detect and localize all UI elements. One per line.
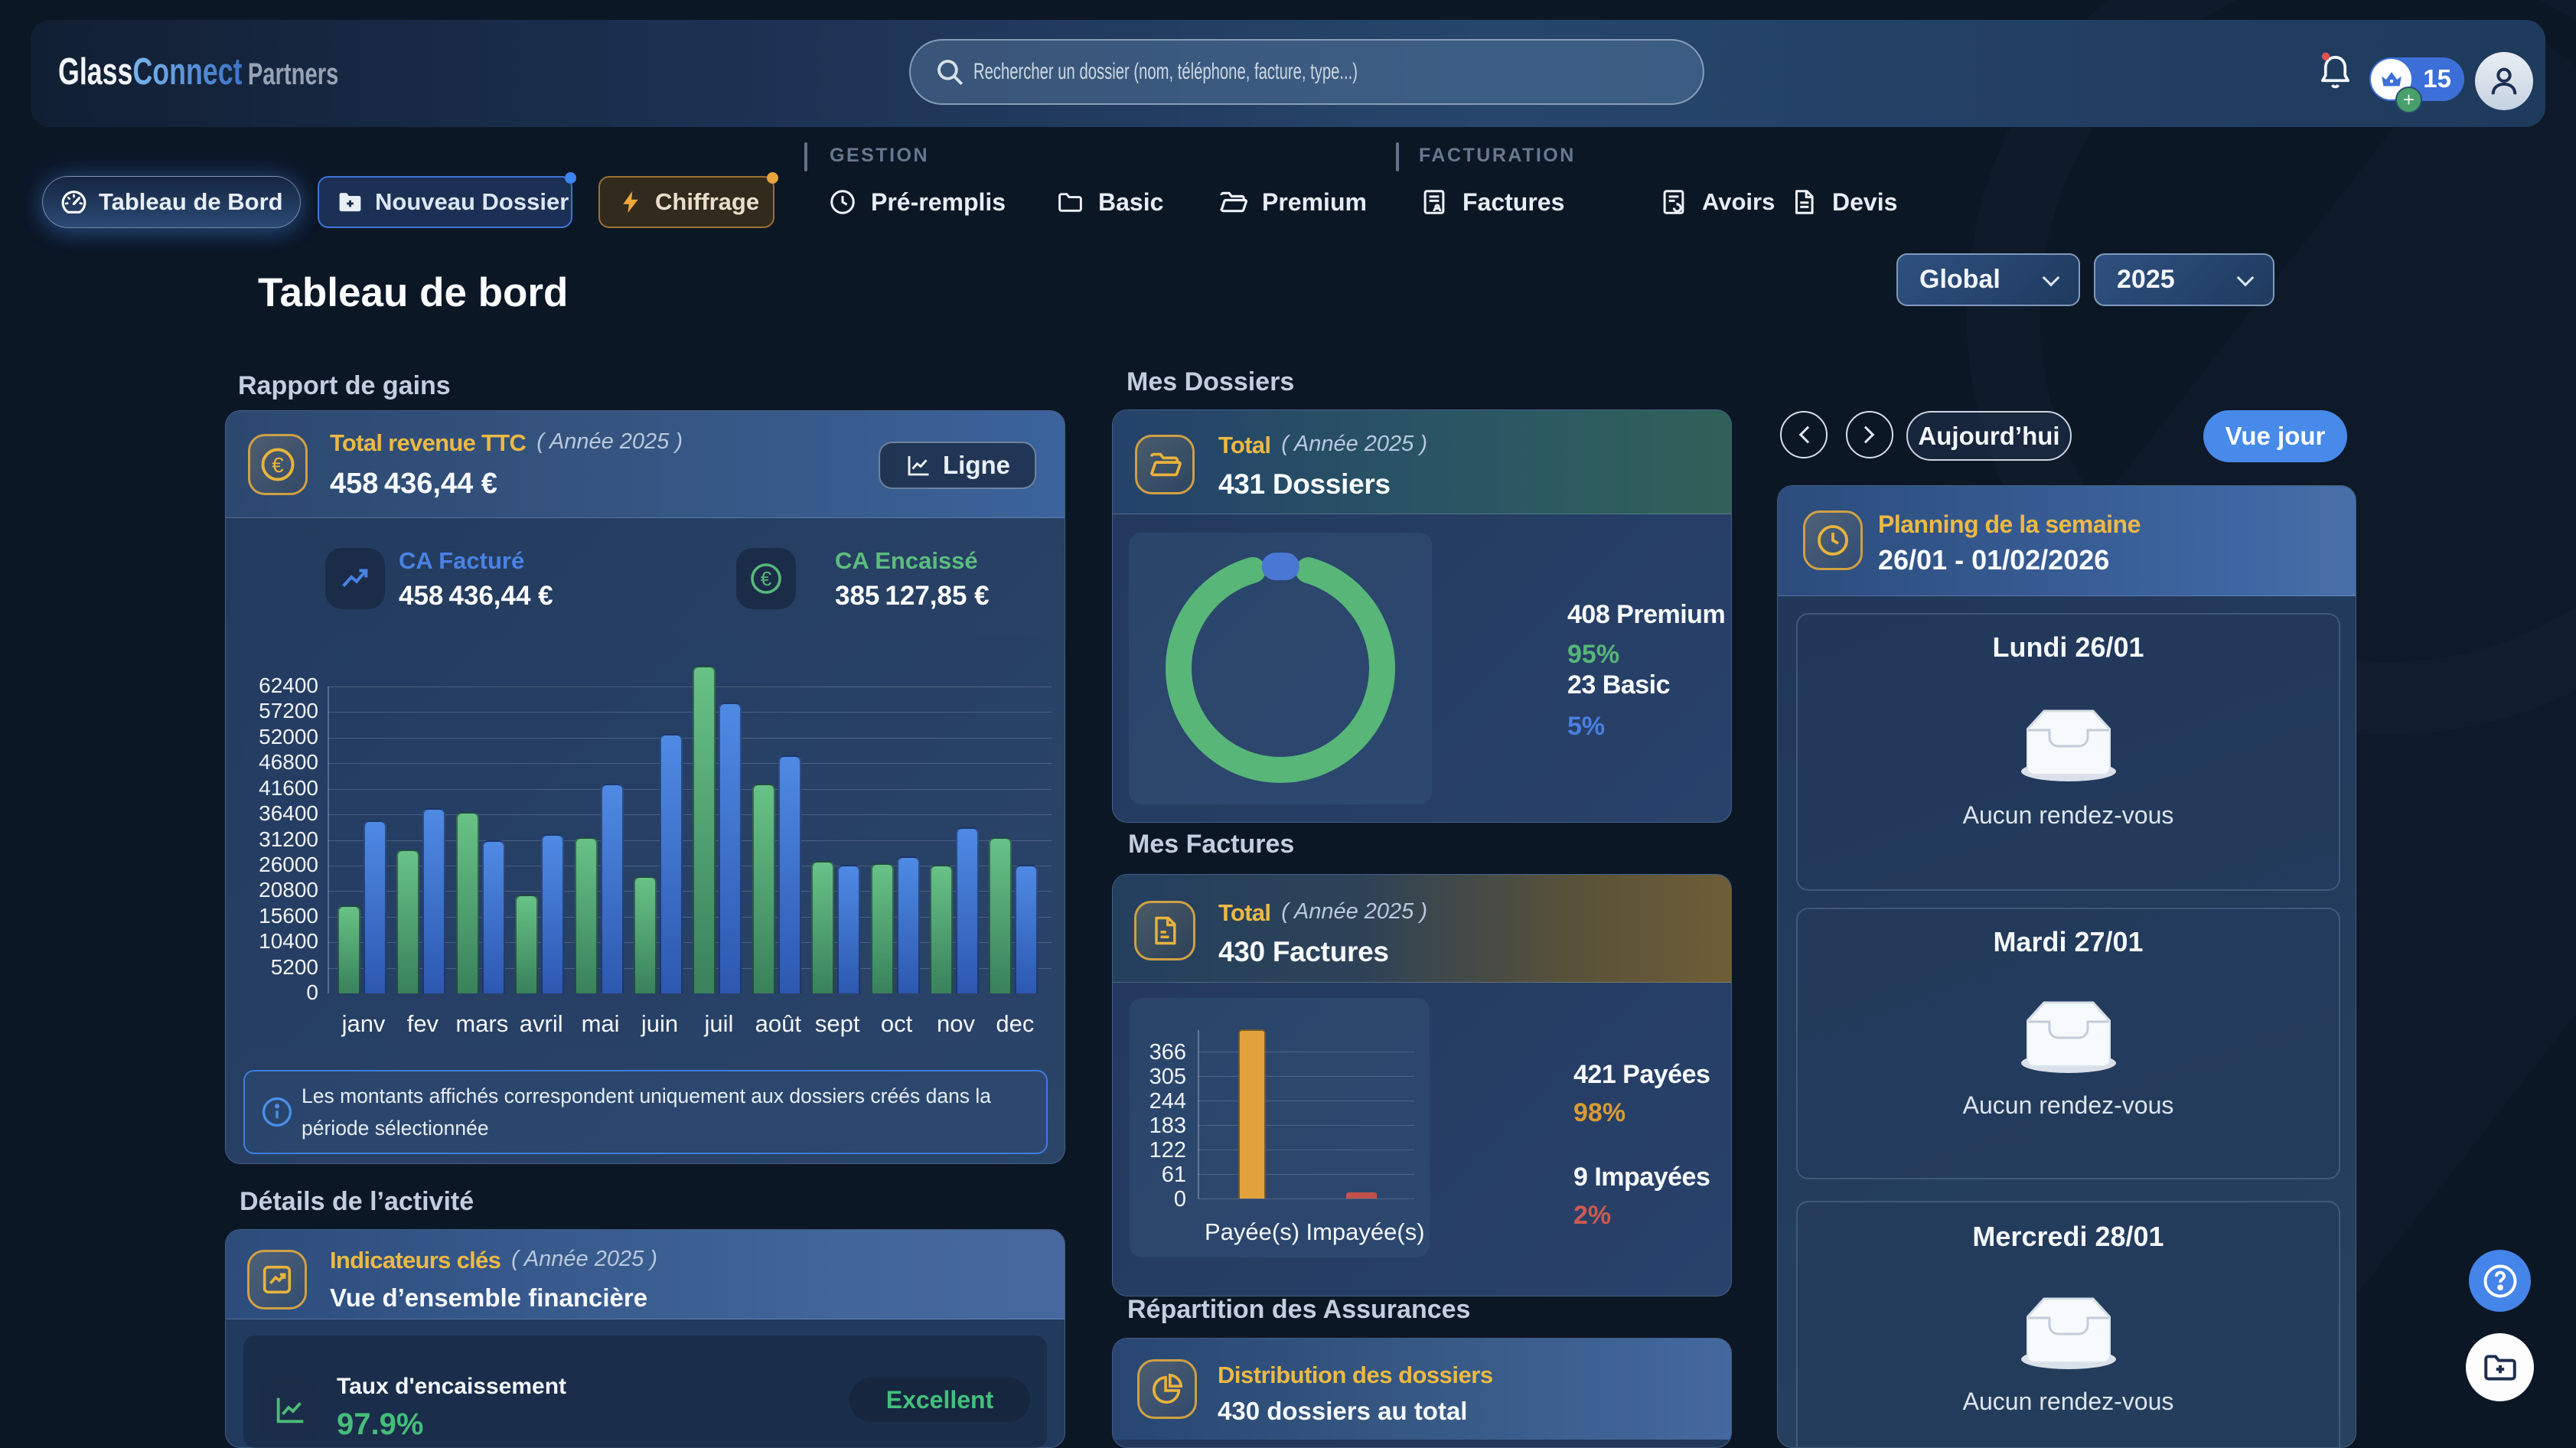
- svg-text:€: €: [761, 567, 772, 590]
- svg-text:€: €: [272, 453, 284, 477]
